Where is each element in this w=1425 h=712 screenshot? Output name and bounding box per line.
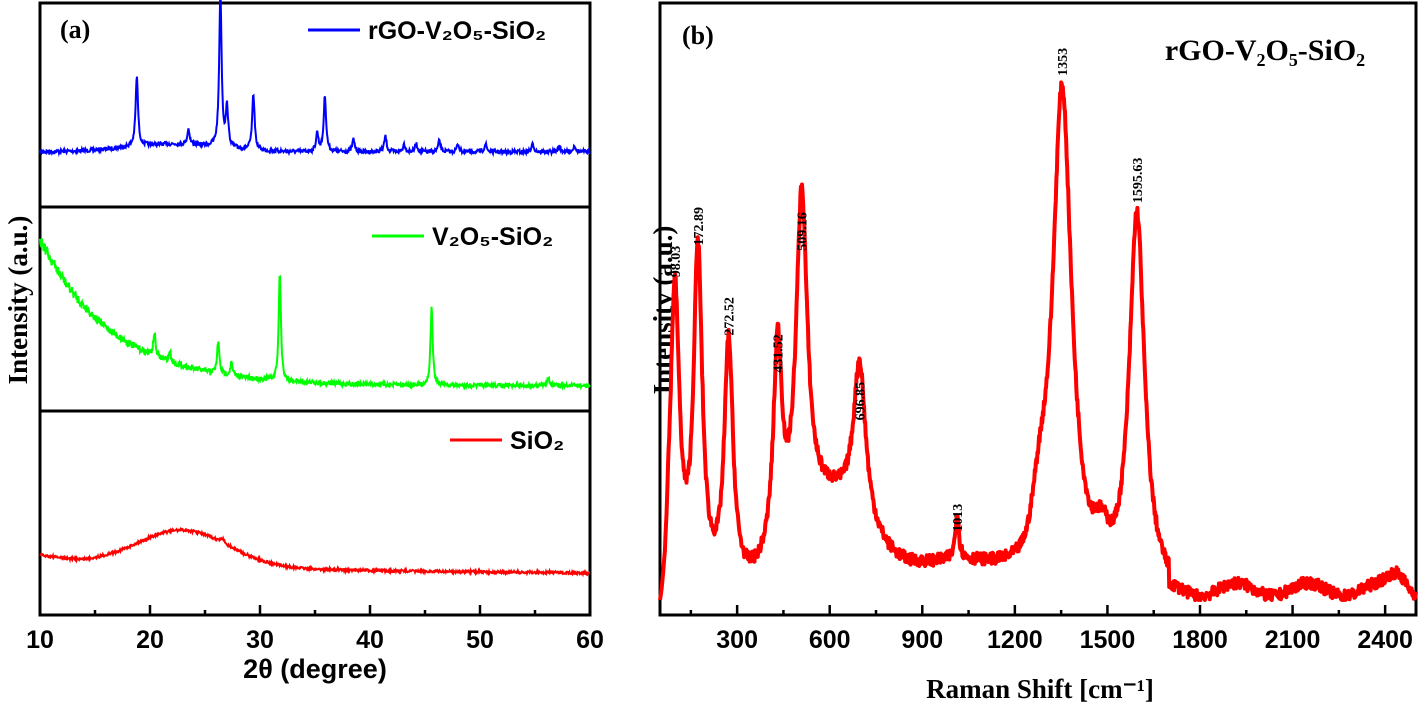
panel-b-x-tick-labels: 300 600 900 1200 1500 1800 2100 2400 <box>716 626 1413 654</box>
x-tick-label: 60 <box>576 626 604 654</box>
panel-a-series <box>39 0 591 578</box>
legend-v2o5-label: V₂O₅-SiO₂ <box>432 223 553 251</box>
x-tick-label: 40 <box>356 626 384 654</box>
panel-b-label: (b) <box>682 21 714 50</box>
panel-b-x-ticks <box>689 605 1387 615</box>
peak-label: 431.52 <box>772 334 787 373</box>
x-tick-label: 900 <box>901 626 943 654</box>
panel-a-xlabel: 2θ (degree) <box>243 654 387 684</box>
x-tick-label: 2100 <box>1265 626 1321 654</box>
x-tick-label: 1200 <box>987 626 1043 654</box>
x-tick-label: 20 <box>136 626 164 654</box>
legend-rgo-label: rGO-V₂O₅-SiO₂ <box>368 17 546 45</box>
legend-v2o5: V₂O₅-SiO₂ <box>372 223 553 251</box>
peak-label: 1353 <box>1056 48 1071 76</box>
x-tick-label: 10 <box>26 626 54 654</box>
raman-series-line <box>658 80 1418 602</box>
peak-label: 509.16 <box>796 212 811 251</box>
peak-label: 1013 <box>951 504 966 532</box>
panel-b-series <box>658 80 1418 602</box>
x-tick-label: 300 <box>716 626 758 654</box>
legend-sio2: SiO₂ <box>450 427 564 455</box>
legend-rgo: rGO-V₂O₅-SiO₂ <box>308 17 546 45</box>
series-line-2 <box>39 526 590 578</box>
x-tick-label: 50 <box>466 626 494 654</box>
panel-b-xlabel: Raman Shift [cm⁻¹] <box>926 674 1154 704</box>
x-tick-label: 2400 <box>1357 626 1413 654</box>
panel-b-title: rGO-V₂O₅-SiO₂ <box>1165 34 1365 67</box>
panel-a-ylabel: Intensity (a.u.) <box>3 216 33 385</box>
series-line-0 <box>39 0 591 158</box>
panel-a-x-tick-labels: 10 20 30 40 50 60 <box>26 626 604 654</box>
peak-label: 1595.63 <box>1131 158 1146 204</box>
peak-label: 172.89 <box>692 207 707 246</box>
peak-label: 696.85 <box>854 382 869 421</box>
panel-a-x-ticks <box>38 605 592 615</box>
panel-b-frame <box>658 1 1418 617</box>
peak-label: 98.03 <box>669 246 684 278</box>
panel-a-label: (a) <box>60 15 90 44</box>
legend-sio2-label: SiO₂ <box>510 427 564 455</box>
panel-a-frame <box>38 1 592 617</box>
x-tick-label: 1800 <box>1172 626 1228 654</box>
series-line-1 <box>39 238 591 392</box>
panel-b-peak-labels: 98.03 172.89 272.52 431.52 509.16 696.85 1013 1… <box>669 48 1146 532</box>
x-tick-label: 1500 <box>1080 626 1136 654</box>
panel-a: 10 20 30 40 50 60 2θ (degree) Intensity (a.u.… <box>3 0 604 684</box>
panel-b: 300 600 900 1200 1500 1800 2100 2400 Raman Shif… <box>648 1 1418 704</box>
x-tick-label: 30 <box>246 626 274 654</box>
x-tick-label: 600 <box>809 626 851 654</box>
peak-label: 272.52 <box>723 297 738 336</box>
